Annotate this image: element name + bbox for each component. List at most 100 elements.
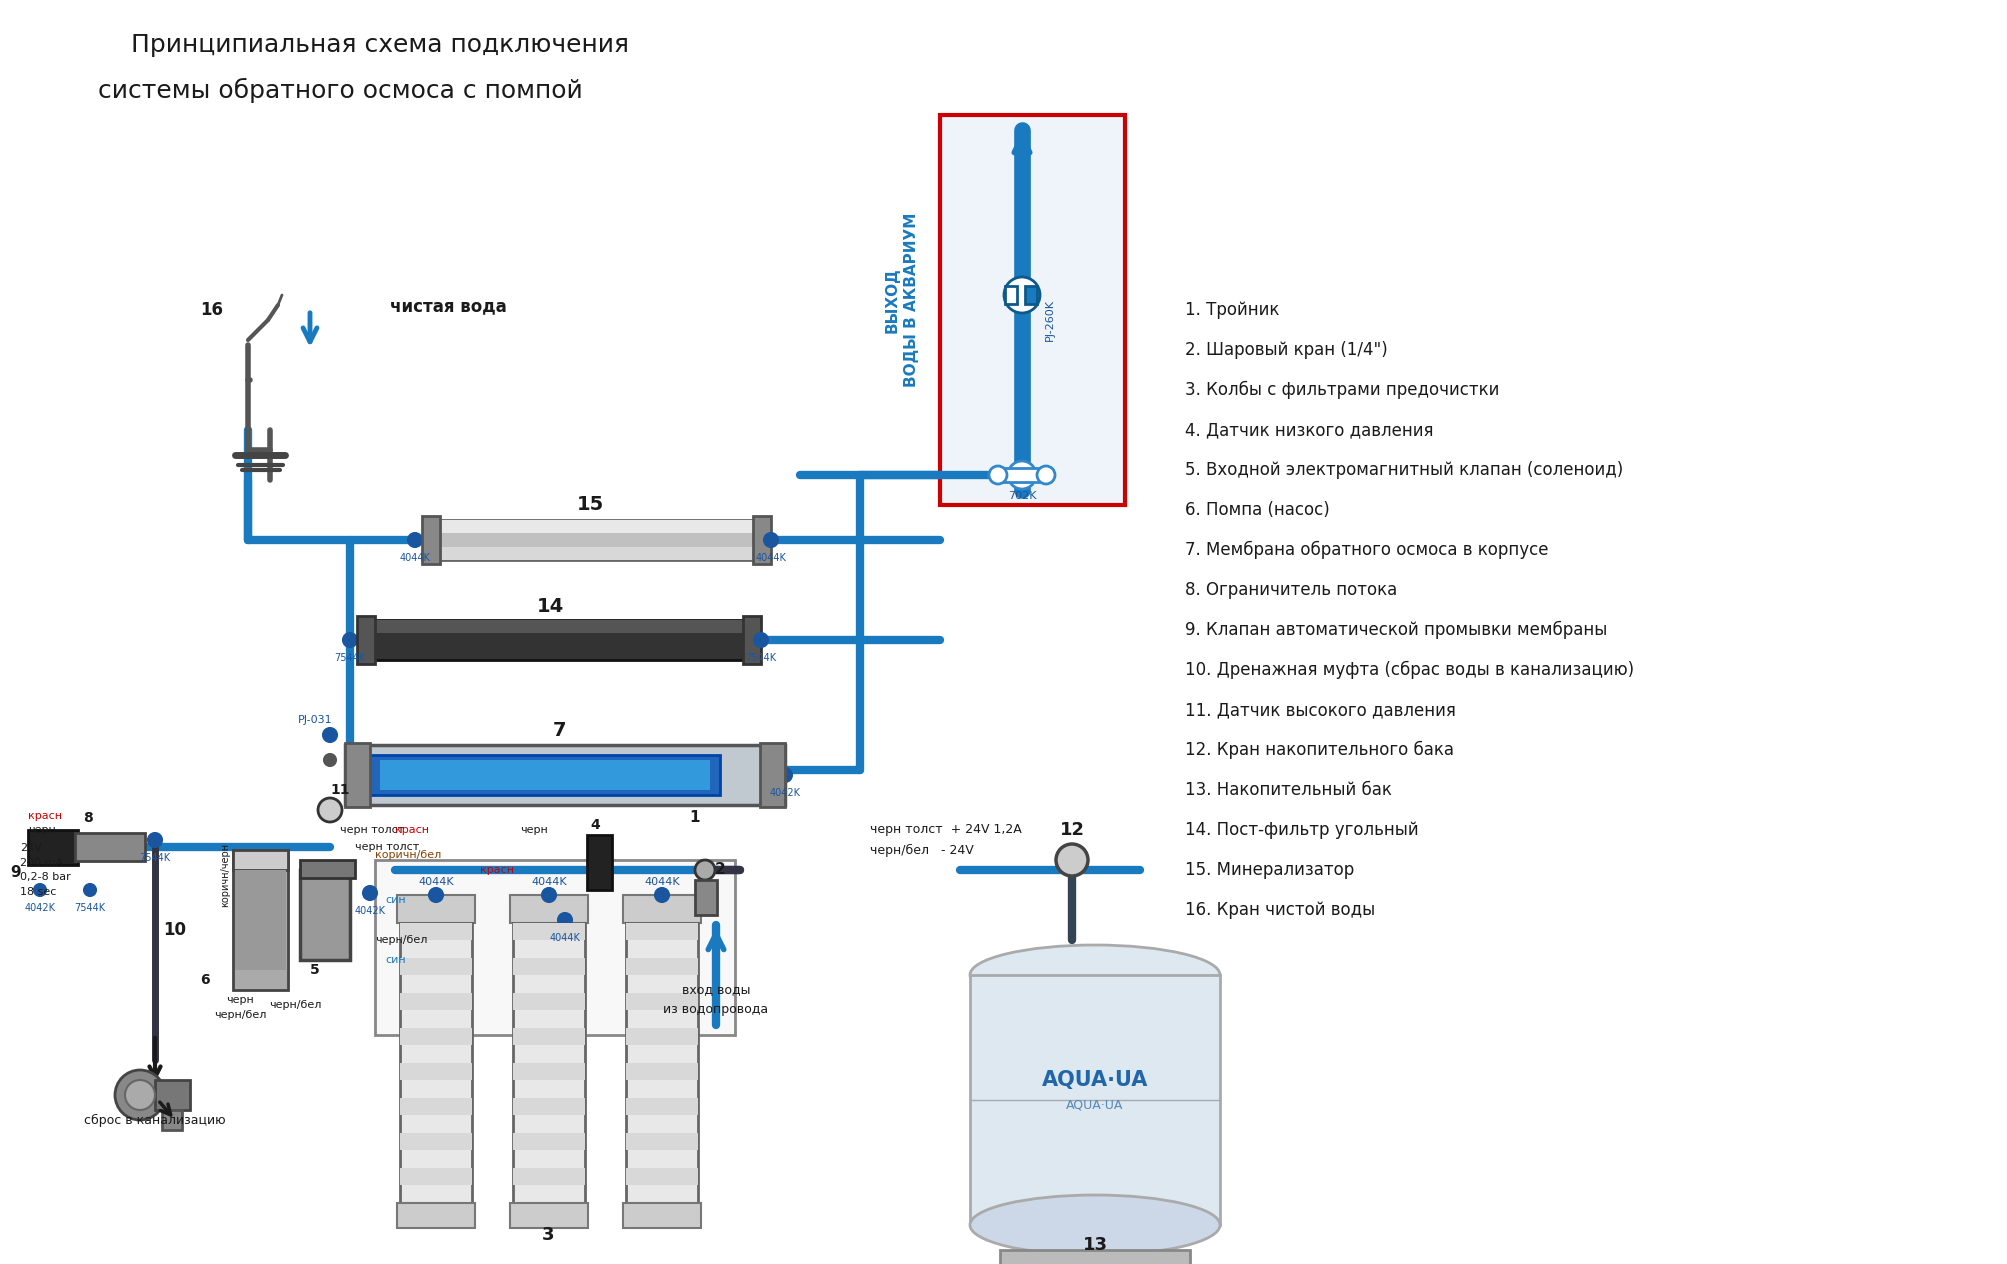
Text: AQUA·UA: AQUA·UA xyxy=(1042,1071,1148,1090)
Circle shape xyxy=(429,889,444,902)
Text: 24V: 24V xyxy=(20,843,42,853)
Circle shape xyxy=(1004,277,1040,313)
Circle shape xyxy=(323,728,337,742)
Text: 6. Помпа (насос): 6. Помпа (насос) xyxy=(1184,501,1329,520)
Text: 4044K: 4044K xyxy=(417,877,454,887)
Circle shape xyxy=(1036,466,1054,484)
Bar xyxy=(626,1063,698,1079)
Text: 5. Входной электромагнитный клапан (соленоид): 5. Входной электромагнитный клапан (соле… xyxy=(1184,461,1622,479)
Circle shape xyxy=(1056,844,1088,876)
Bar xyxy=(379,760,710,790)
Text: 18 sec: 18 sec xyxy=(20,887,56,897)
Text: 2. Шаровый кран (1/4"): 2. Шаровый кран (1/4") xyxy=(1184,341,1387,359)
Text: 4044K: 4044K xyxy=(550,933,580,943)
Text: 9: 9 xyxy=(10,866,20,881)
Text: 1. Тройник: 1. Тройник xyxy=(1184,301,1278,319)
Bar xyxy=(939,115,1124,506)
Text: 4: 4 xyxy=(590,818,600,832)
Bar xyxy=(345,744,785,805)
Bar xyxy=(421,516,440,564)
Bar xyxy=(512,1063,584,1079)
Circle shape xyxy=(363,886,377,900)
Text: 3. Колбы с фильтрами предочистки: 3. Колбы с фильтрами предочистки xyxy=(1184,380,1499,399)
Bar xyxy=(759,743,785,806)
Text: 14. Пост-фильтр угольный: 14. Пост-фильтр угольный xyxy=(1184,822,1417,839)
Text: ВОДЫ В АКВАРИУМ: ВОДЫ В АКВАРИУМ xyxy=(903,212,919,387)
Bar xyxy=(512,1028,584,1045)
Circle shape xyxy=(654,889,668,902)
Bar xyxy=(163,1110,183,1130)
Text: красн: красн xyxy=(480,865,514,875)
Bar xyxy=(626,1168,698,1184)
Bar xyxy=(369,755,721,795)
Text: 4. Датчик низкого давления: 4. Датчик низкого давления xyxy=(1184,421,1433,439)
Text: ВЫХОД: ВЫХОД xyxy=(883,267,899,332)
Text: коричн/черн: коричн/черн xyxy=(221,843,231,908)
Circle shape xyxy=(149,833,163,847)
Circle shape xyxy=(777,769,791,782)
Bar xyxy=(363,621,749,633)
Circle shape xyxy=(407,533,421,547)
Text: син: син xyxy=(385,956,405,964)
Bar xyxy=(512,994,584,1010)
Text: 7544K: 7544K xyxy=(74,902,106,913)
Bar xyxy=(299,870,349,959)
Text: 12. Кран накопительного бака: 12. Кран накопительного бака xyxy=(1184,741,1453,760)
Text: коричн/бел: коричн/бел xyxy=(375,849,442,860)
Text: PJ-031: PJ-031 xyxy=(297,715,331,726)
Text: черн/бел: черн/бел xyxy=(213,1010,267,1020)
Bar xyxy=(28,830,78,865)
Ellipse shape xyxy=(969,945,1220,1005)
Text: 4044K: 4044K xyxy=(755,554,787,562)
Bar xyxy=(626,1098,698,1115)
Text: 4044K: 4044K xyxy=(399,554,429,562)
Bar xyxy=(397,1203,476,1229)
Text: 702K: 702K xyxy=(1008,490,1036,501)
Bar xyxy=(753,516,771,564)
Bar xyxy=(233,849,287,990)
Text: черн: черн xyxy=(28,825,56,836)
Bar xyxy=(299,860,355,878)
Circle shape xyxy=(84,884,96,896)
Bar xyxy=(586,836,612,890)
Text: 0,2-8 bar: 0,2-8 bar xyxy=(20,872,70,882)
Text: 11. Датчик высокого давления: 11. Датчик высокого давления xyxy=(1184,702,1455,719)
Text: системы обратного осмоса с помпой: системы обратного осмоса с помпой xyxy=(98,77,582,102)
Text: черн: черн xyxy=(520,825,548,836)
Text: 8: 8 xyxy=(82,811,92,825)
Text: син: син xyxy=(385,895,405,905)
Circle shape xyxy=(753,633,767,647)
Bar xyxy=(694,880,716,915)
Bar xyxy=(357,616,375,664)
Text: 13: 13 xyxy=(1082,1236,1108,1254)
Text: Принципиальная схема подключения: Принципиальная схема подключения xyxy=(130,33,628,57)
Text: черн/бел   - 24V: черн/бел - 24V xyxy=(869,843,973,857)
Text: сброс в канализацию: сброс в канализацию xyxy=(84,1114,225,1126)
Text: вход воды: вход воды xyxy=(682,983,751,996)
Text: черн толст  + 24V 1,2A: черн толст + 24V 1,2A xyxy=(869,824,1022,837)
Bar xyxy=(427,520,757,560)
Text: 12: 12 xyxy=(1060,822,1084,839)
Bar xyxy=(399,994,472,1010)
Bar xyxy=(626,958,698,975)
Bar xyxy=(399,1028,472,1045)
Text: 1: 1 xyxy=(690,810,700,825)
Text: 4042K: 4042K xyxy=(24,902,56,913)
Circle shape xyxy=(542,889,556,902)
Bar xyxy=(512,923,584,940)
Text: из водопровода: из водопровода xyxy=(662,1004,769,1016)
Bar xyxy=(399,1168,472,1184)
Circle shape xyxy=(343,633,357,647)
Text: 16: 16 xyxy=(201,301,223,319)
Text: черн: черн xyxy=(227,995,253,1005)
Bar xyxy=(512,1098,584,1115)
Bar xyxy=(622,1203,700,1229)
Bar xyxy=(743,616,761,664)
Bar xyxy=(399,1063,472,1079)
Bar xyxy=(345,743,369,806)
Circle shape xyxy=(124,1079,155,1110)
Bar xyxy=(626,1133,698,1150)
Bar xyxy=(626,923,698,1203)
Bar xyxy=(999,1250,1190,1264)
Bar xyxy=(375,860,735,1035)
